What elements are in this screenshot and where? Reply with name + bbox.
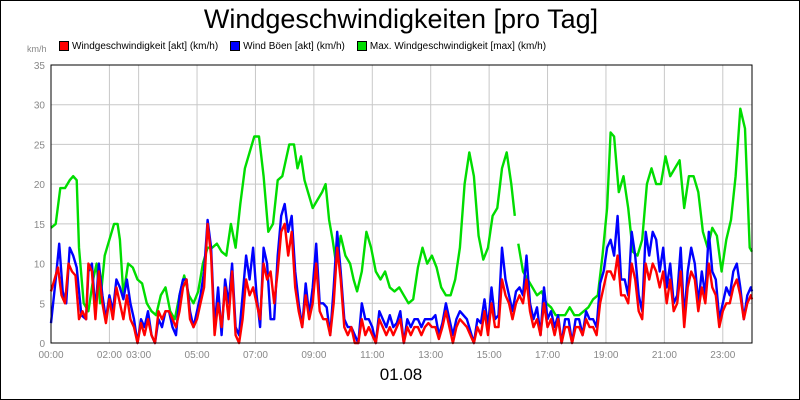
- y-axis-unit: km/h: [27, 44, 47, 54]
- y-tick-label: 20: [34, 180, 46, 191]
- legend-item-wind-speed: Windgeschwindigkeit [akt] (km/h): [59, 41, 218, 52]
- legend-label-wind-speed: Windgeschwindigkeit [akt] (km/h): [72, 40, 219, 52]
- x-tick-label: 11:00: [360, 350, 385, 361]
- y-tick-label: 25: [34, 140, 46, 151]
- x-tick-label: 19:00: [593, 350, 618, 361]
- series-line-wind-speed: [49, 222, 754, 345]
- legend: Windgeschwindigkeit [akt] (km/h) Wind Bö…: [59, 39, 546, 53]
- legend-item-max-wind: Max. Windgeschwindigkeit [max] (km/h): [356, 40, 547, 52]
- legend-swatch-max-wind: [356, 41, 367, 51]
- x-tick-label: 13:00: [418, 350, 443, 361]
- y-tick-label: 5: [39, 299, 45, 310]
- x-tick-label: 02:00: [97, 350, 122, 361]
- y-tick-label: 0: [39, 339, 45, 350]
- legend-item-gusts: Wind Böen [akt] (km/h): [230, 41, 345, 52]
- plot-border: [50, 64, 753, 344]
- legend-label-gusts: Wind Böen [akt] (km/h): [243, 40, 345, 52]
- legend-swatch-wind-speed: [59, 41, 69, 51]
- y-tick-label: 15: [34, 220, 46, 231]
- y-tick-label: 35: [34, 61, 46, 72]
- y-tick-label: 10: [34, 260, 46, 271]
- x-tick-label: 21:00: [652, 350, 677, 361]
- x-tick-label: 00:00: [38, 350, 63, 361]
- x-tick-label: 07:00: [243, 350, 268, 361]
- x-tick-label: 23:00: [710, 350, 735, 361]
- legend-label-max-wind: Max. Windgeschwindigkeit [max] (km/h): [369, 40, 547, 52]
- legend-swatch-gusts: [230, 41, 241, 51]
- series-line-max-wind: [50, 135, 516, 321]
- plot-background: [51, 65, 752, 343]
- x-tick-label: 15:00: [477, 350, 502, 361]
- x-tick-label: 17:00: [535, 350, 560, 361]
- x-tick-label: 05:00: [185, 350, 210, 361]
- x-tick-label: 03:00: [126, 350, 151, 361]
- x-axis-date-label: 01.08: [379, 365, 423, 384]
- x-tick-label: 09:00: [301, 350, 326, 361]
- chart-title: Windgeschwindigkeiten [pro Tag]: [203, 4, 599, 34]
- y-tick-label: 30: [34, 101, 46, 112]
